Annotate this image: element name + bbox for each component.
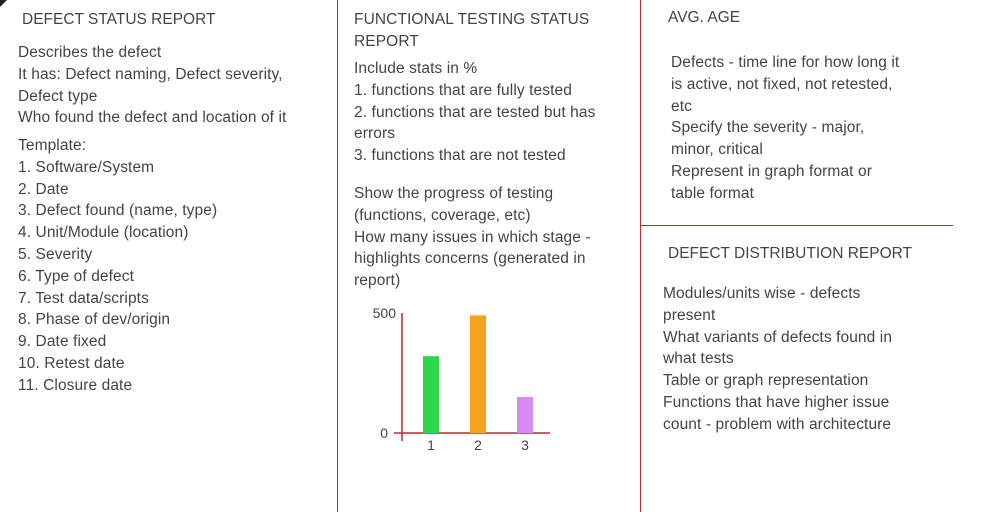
avg-age-line: table format <box>671 184 755 202</box>
description-line: Who found the defect and location of it <box>18 109 287 127</box>
column-divider-1 <box>337 0 338 512</box>
distribution-line: what tests <box>663 350 734 368</box>
avg-age-line: is active, not fixed, not retested, <box>671 75 893 93</box>
column-divider-2 <box>640 0 641 512</box>
template-item: 8. Phase of dev/origin <box>18 311 171 329</box>
template-item: 4. Unit/Module (location) <box>18 224 189 242</box>
description-line: It has: Defect naming, Defect severity, <box>18 65 283 83</box>
y-tick-label: 500 <box>373 305 397 321</box>
defect-distribution-notes: Modules/units wise - defects present Wha… <box>663 283 892 436</box>
corner-mark <box>0 0 7 7</box>
progress-line: report) <box>354 272 401 290</box>
template-item: 3. Defect found (name, type) <box>18 202 218 220</box>
defect-distribution-title: DEFECT DISTRIBUTION REPORT <box>668 245 913 262</box>
progress-line: Show the progress of testing <box>354 185 554 202</box>
defect-status-report-title: DEFECT STATUS REPORT <box>22 11 216 28</box>
distribution-line: Table or graph representation <box>663 372 869 390</box>
row-divider <box>640 225 953 226</box>
title-line: REPORT <box>354 32 419 50</box>
template-item: 1. Software/System <box>18 158 155 176</box>
template-list: Template: 1. Software/System 2. Date 3. … <box>18 135 217 397</box>
avg-age-line: Specify the severity - major, <box>671 119 865 137</box>
distribution-line: What variants of defects found in <box>663 328 893 346</box>
title-line: FUNCTIONAL TESTING STATUS <box>354 11 590 28</box>
x-tick-label: 2 <box>474 437 482 453</box>
distribution-line: Modules/units wise - defects <box>663 285 861 302</box>
template-item: 6. Type of defect <box>18 267 135 285</box>
template-item: 5. Severity <box>18 245 93 263</box>
avg-age-notes: Defects - time line for how long it is a… <box>671 52 899 205</box>
x-tick-label: 1 <box>427 437 435 453</box>
x-tick-label: 3 <box>521 437 529 453</box>
progress-line: How many issues in which stage - <box>354 228 591 246</box>
progress-line: highlights concerns (generated in <box>354 250 586 268</box>
distribution-line: count - problem with architecture <box>663 415 892 433</box>
stats-line: Include stats in % <box>354 60 478 77</box>
stats-line: 1. functions that are fully tested <box>354 81 572 99</box>
template-item: 7. Test data/scripts <box>18 289 149 307</box>
stats-line: 2. functions that are tested but has <box>354 103 596 121</box>
distribution-line: Functions that have higher issue <box>663 393 890 411</box>
bar-2 <box>470 315 486 433</box>
testing-bar-chart: 0 500 1 2 3 <box>373 305 550 453</box>
template-item: 10. Retest date <box>18 354 125 372</box>
avg-age-line: etc <box>671 97 692 115</box>
bar-1 <box>423 356 439 433</box>
template-item: 2. Date <box>18 180 69 198</box>
avg-age-title: AVG. AGE <box>668 9 741 26</box>
functional-testing-title: FUNCTIONAL TESTING STATUS REPORT <box>354 9 589 53</box>
avg-age-line: minor, critical <box>671 141 763 159</box>
avg-age-line: Represent in graph format or <box>671 162 872 180</box>
functional-stats-list: Include stats in % 1. functions that are… <box>354 58 595 167</box>
bar-3 <box>517 397 533 433</box>
template-item: 9. Date fixed <box>18 333 107 351</box>
description-line: Describes the defect <box>18 44 162 61</box>
progress-line: (functions, coverage, etc) <box>354 206 531 224</box>
stats-line: 3. functions that are not tested <box>354 147 566 165</box>
description-line: Defect type <box>18 87 98 105</box>
defect-status-description: Describes the defect It has: Defect nami… <box>18 42 286 129</box>
template-label: Template: <box>18 137 87 154</box>
stats-line: errors <box>354 125 396 143</box>
distribution-line: present <box>663 306 716 324</box>
avg-age-line: Defects - time line for how long it <box>671 54 900 71</box>
progress-notes: Show the progress of testing (functions,… <box>354 183 591 292</box>
y-tick-label: 0 <box>380 425 388 441</box>
template-item: 11. Closure date <box>18 376 133 394</box>
